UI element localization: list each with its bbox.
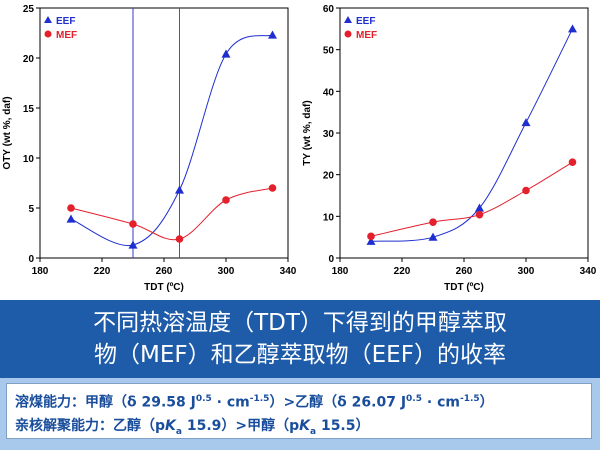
solvency-suffix: ） (479, 394, 494, 411)
x-tick-label: 340 (580, 266, 597, 277)
y-tick-label: 15 (23, 104, 35, 115)
data-point-eef (66, 214, 76, 223)
x-tick-label: 180 (332, 266, 349, 277)
x-tick-label: 300 (218, 266, 235, 277)
y-tick-label: 40 (323, 87, 335, 98)
legend-label-eef: EEF (56, 16, 75, 27)
y-tick-label: 60 (323, 4, 335, 15)
data-point-eef (268, 30, 277, 39)
x-tick-label: 260 (156, 266, 173, 277)
x-tick-label: 300 (518, 266, 535, 277)
y-tick-label: 25 (23, 4, 35, 15)
series-line-eef (370, 28, 573, 242)
data-point-eef (475, 203, 484, 212)
nucleo-prefix: 亲核解聚能力：乙醇（p (15, 417, 166, 434)
data-point-eef (521, 118, 531, 127)
legend-marker-mef (44, 30, 52, 38)
data-point-eef (221, 49, 231, 58)
solvency-mid-1: · cm (211, 394, 250, 411)
y-tick-label: 30 (323, 129, 335, 140)
y-axis-label: OTY (wt %, daf) (2, 96, 13, 169)
data-point-eef (175, 185, 184, 194)
nucleo-k-1: K (165, 417, 176, 434)
nucleophilic-note: 亲核解聚能力：乙醇（pKa 15.9）>甲醇（pKa 15.5） (15, 415, 583, 444)
solvency-exp-1: 0.5 (195, 394, 212, 404)
legend-marker-eef (344, 16, 352, 23)
data-point-eef (568, 24, 577, 33)
nucleo-mid: 15.9）>甲醇（p (181, 417, 300, 434)
x-axis-label: TDT (ºC) (444, 282, 484, 293)
y-tick-label: 5 (28, 204, 34, 215)
legend-label-mef: MEF (356, 30, 377, 41)
ty-chart: 180 220 260 300 340 0 10 20 30 40 50 60 TDT (ºC) TY (… (302, 4, 597, 293)
y-tick-label: 20 (323, 171, 335, 182)
y-axis-label: TY (wt %, daf) (302, 100, 313, 165)
y-tick-label: 10 (323, 212, 335, 223)
nucleo-k-2: K (299, 417, 310, 434)
x-axis-label: TDT (ºC) (144, 282, 184, 293)
solvency-mid-2: ）>乙醇（δ 26.07 J (269, 394, 407, 411)
legend-label-eef: EEF (356, 16, 375, 27)
plot-area (339, 7, 589, 259)
x-tick-label: 260 (456, 266, 473, 277)
figure-caption: 不同热溶温度（TDT）下得到的甲醇萃取 物（MEF）和乙醇萃取物（EEF）的收率 (0, 300, 600, 378)
data-point-mef (175, 235, 184, 243)
legend-marker-eef (44, 16, 52, 23)
legend-marker-mef (344, 30, 352, 38)
solvency-prefix: 溶煤能力：甲醇（δ 29.58 J (15, 394, 196, 411)
solvency-exp-3: 0.5 (406, 394, 422, 404)
data-point-mef (67, 204, 75, 212)
data-point-mef (129, 220, 137, 228)
notes-box: 溶煤能力：甲醇（δ 29.58 J0.5 · cm-1.5）>乙醇（δ 26.0… (6, 383, 592, 439)
x-tick-label: 220 (94, 266, 111, 277)
data-point-mef (367, 232, 375, 241)
oty-chart: 180 220 260 300 340 0 5 10 15 20 25 TDT (ºC) OTY (wt… (2, 4, 297, 293)
solvency-note: 溶煤能力：甲醇（δ 29.58 J0.5 · cm-1.5）>乙醇（δ 26.0… (15, 388, 583, 415)
nucleo-sub-2: a (310, 426, 317, 437)
solvency-exp-2: -1.5 (249, 394, 270, 404)
solvency-exp-4: -1.5 (459, 394, 480, 404)
x-tick-label: 220 (394, 266, 411, 277)
y-tick-label: 50 (323, 46, 335, 57)
x-tick-label: 340 (280, 266, 297, 277)
data-point-eef (428, 232, 438, 241)
caption-line-1: 不同热溶温度（TDT）下得到的甲醇萃取 (93, 310, 507, 336)
solvency-mid-3: · cm (422, 394, 460, 411)
data-point-eef (128, 240, 138, 249)
plot-area (39, 7, 289, 259)
data-point-eef (366, 236, 376, 245)
data-point-mef (522, 186, 530, 195)
y-tick-label: 0 (328, 254, 334, 265)
data-point-mef (568, 158, 577, 166)
nucleo-suffix: 15.5） (316, 417, 370, 434)
y-tick-label: 20 (23, 54, 35, 65)
x-tick-label: 180 (32, 266, 49, 277)
data-point-mef (475, 210, 484, 219)
y-tick-label: 0 (28, 254, 34, 265)
caption-line-2: 物（MEF）和乙醇萃取物（EEF）的收率 (94, 342, 506, 368)
nucleo-sub-1: a (175, 426, 182, 437)
series-line-eef (70, 34, 273, 247)
data-point-mef (268, 184, 277, 192)
notes-panel: 溶煤能力：甲醇（δ 29.58 J0.5 · cm-1.5）>乙醇（δ 26.0… (0, 378, 600, 450)
data-point-mef (222, 196, 230, 204)
data-point-mef (429, 218, 437, 226)
y-tick-label: 10 (23, 154, 35, 165)
legend-label-mef: MEF (56, 30, 77, 41)
